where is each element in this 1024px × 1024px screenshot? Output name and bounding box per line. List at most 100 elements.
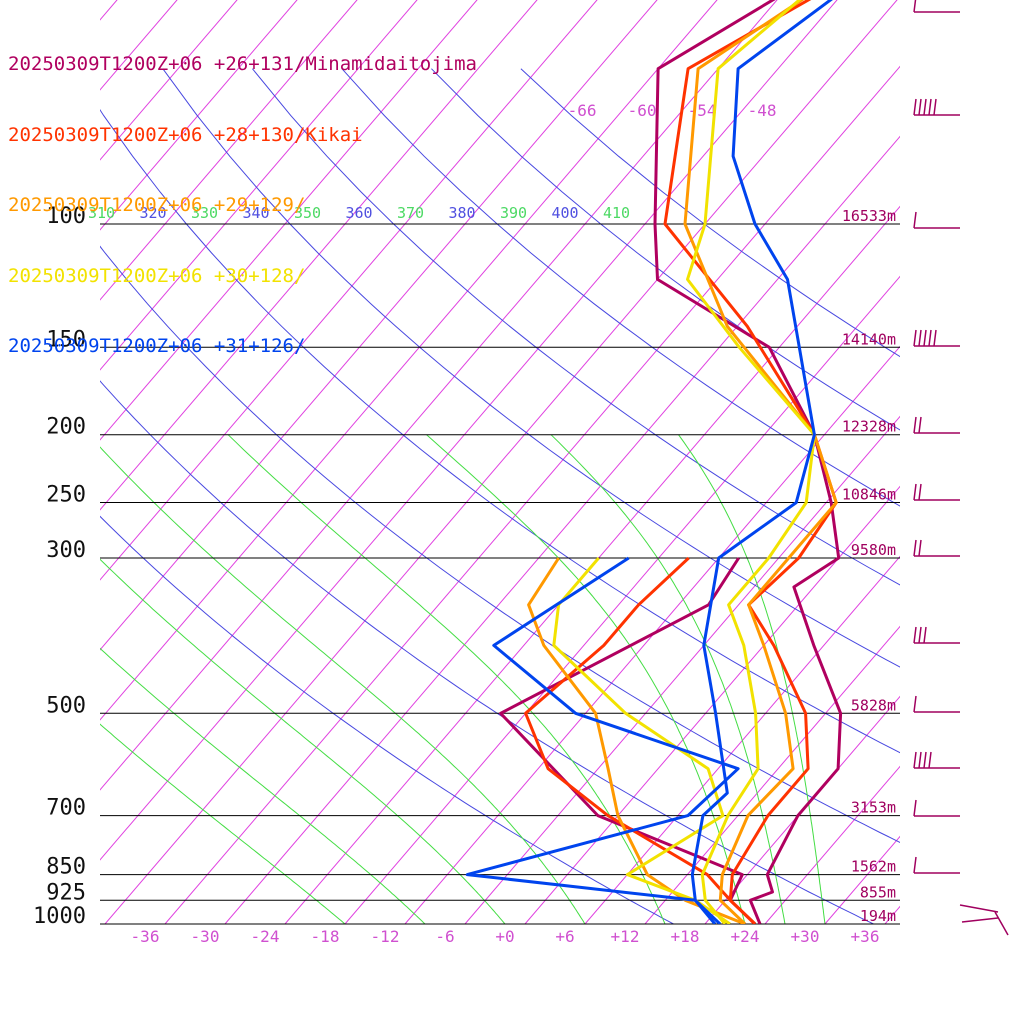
wind-barb-flag — [923, 626, 927, 644]
temperature-tick-label: +18 — [671, 927, 700, 946]
wind-barb — [913, 626, 960, 644]
dewpoint-line-series-1 — [524, 556, 757, 924]
upper-temperature-label: -66 — [568, 101, 597, 120]
dry-adiabat-line — [520, 68, 900, 358]
theta-e-label: 390 — [500, 204, 527, 222]
wind-barb-flag — [913, 98, 917, 116]
isotherm-line — [824, 835, 900, 924]
dry-adiabat-line — [162, 68, 900, 668]
dry-adiabat-line — [100, 515, 674, 924]
wind-barb — [913, 0, 960, 13]
wind-barb-flag — [923, 98, 927, 116]
dry-adiabat-line — [252, 68, 900, 586]
temperature-tick-label: +36 — [851, 927, 880, 946]
wind-barb-flag — [913, 483, 917, 501]
pressure-label: 700 — [46, 796, 86, 821]
height-label: 16533m — [842, 207, 896, 225]
wind-barb-flag — [913, 0, 917, 13]
wind-barb — [913, 416, 960, 434]
theta-e-label: 370 — [397, 204, 424, 222]
temperature-tick-label: +12 — [611, 927, 640, 946]
dry-adiabat-line — [100, 108, 900, 754]
isotherm-line — [464, 415, 900, 924]
wind-barb-flag — [918, 483, 922, 501]
wind-barb-column — [913, 0, 1009, 936]
temperature-tick-label: -18 — [311, 927, 340, 946]
temperature-tick-label: -36 — [131, 927, 160, 946]
dewpoint-line-series-0 — [499, 557, 757, 924]
wind-barb-flag — [918, 626, 922, 644]
wind-barb — [913, 799, 960, 817]
wind-barb-flag — [913, 416, 917, 434]
isotherm-line — [945, 0, 1024, 924]
isotherm-line — [100, 0, 658, 651]
wind-barb-flag — [928, 751, 932, 769]
temperature-tick-label: -30 — [191, 927, 220, 946]
theta-e-label: 330 — [191, 204, 218, 222]
wind-barb-flag — [928, 98, 932, 116]
upper-temperature-label: -48 — [748, 101, 777, 120]
isotherm-line — [344, 275, 900, 924]
isotherm-line — [100, 0, 838, 861]
wind-barb-flag — [913, 695, 917, 713]
wind-barb — [913, 329, 960, 347]
dewpoint-line-series-4 — [465, 556, 740, 924]
wind-barb-flag — [918, 98, 922, 116]
dry-adiabat-line — [100, 380, 874, 924]
isotherm-line — [100, 0, 478, 441]
legend-entry: 20250309T1200Z+06 +28+130/Kikai — [8, 123, 363, 146]
dewpoint-line-series-3 — [552, 557, 731, 924]
legend-entry: 20250309T1200Z+06 +31+126/ — [8, 335, 306, 357]
temperature-tick-label: -6 — [435, 927, 454, 946]
temperature-line-series-4 — [690, 0, 833, 924]
theta-e-labels: 310 320 330 340 350 360 370 380 390 400 410 — [88, 204, 630, 222]
wind-barb — [913, 695, 960, 713]
upper-temperature-labels: -66 -60 -54 -48 — [568, 101, 777, 120]
height-label: 9580m — [851, 541, 896, 559]
legend-entry: 20250309T1200Z+06 +26+131/Minamidaitojim… — [8, 53, 477, 75]
wind-barb-flag — [913, 626, 917, 644]
isotherm-line — [224, 135, 900, 924]
legend-entry: 20250309T1200Z+06 +30+128/ — [8, 264, 306, 287]
upper-temperature-label: -54 — [688, 101, 717, 120]
height-label: 14140m — [842, 330, 896, 348]
pressure-label: 150 — [46, 327, 86, 352]
wind-barb — [913, 539, 960, 557]
isotherm-line — [704, 695, 900, 924]
pressure-label: 200 — [46, 415, 86, 440]
height-label: 12328m — [842, 418, 896, 436]
theta-e-label: 320 — [140, 204, 167, 222]
isotherm-line — [404, 345, 900, 924]
wind-barb — [913, 751, 960, 769]
temperature-axis-labels: -36 -30 -24 -18 -12 -6 +0 +6 +12 +18 +24 +30 +36 — [131, 927, 880, 946]
wind-barb-flag — [918, 751, 922, 769]
wind-barb-flag — [913, 329, 917, 347]
wind-barb-flag — [918, 416, 922, 434]
moist-adiabat-line — [550, 434, 786, 924]
wind-barb-flag — [994, 911, 1009, 936]
wind-barb-flag — [928, 329, 932, 347]
height-label: 194m — [860, 907, 896, 925]
legend: 20250309T1200Z+06 +26+131/Minamidaitojim… — [8, 6, 477, 382]
moist-adiabat-line — [100, 558, 506, 924]
isotherm-line — [764, 765, 900, 924]
wind-barb-flag — [933, 98, 937, 116]
pressure-label: 250 — [46, 483, 86, 508]
temperature-line-series-2 — [683, 0, 838, 924]
pressure-label: 1000 — [33, 904, 86, 929]
temperature-line-series-3 — [686, 0, 816, 924]
upper-temperature-label: -60 — [628, 101, 657, 120]
theta-e-label: 350 — [294, 204, 321, 222]
pressure-label: 850 — [46, 855, 86, 880]
pressure-label: 500 — [46, 693, 86, 718]
wind-barb-flag — [918, 329, 922, 347]
isotherm-lines — [100, 0, 1024, 924]
height-labels: 16533m 14140m 12328m 10846m 9580m 5828m 3153m 1… — [842, 207, 896, 925]
theta-e-label: 400 — [552, 204, 579, 222]
wind-barb-staff — [959, 904, 999, 913]
wind-barb — [913, 483, 960, 501]
moist-adiabat-line — [100, 723, 346, 924]
isotherm-line — [104, 0, 898, 924]
temperature-tick-label: -12 — [371, 927, 400, 946]
